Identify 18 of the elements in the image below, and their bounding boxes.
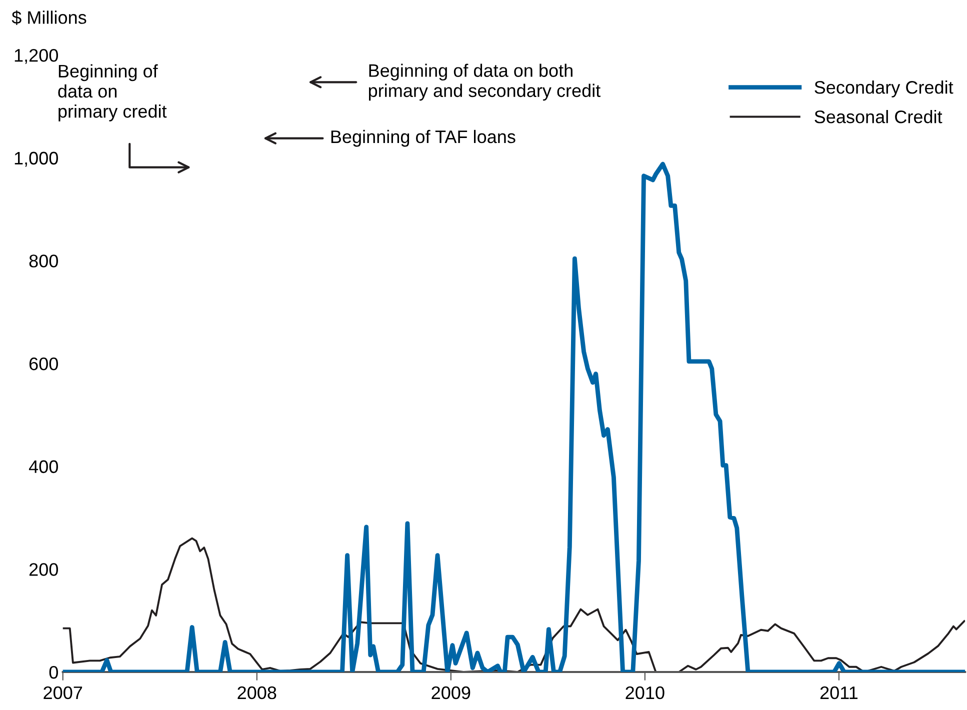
legend-label: Seasonal Credit [814,110,942,124]
y-tick-label: 400 [28,460,58,474]
y-axis-title: $ Millions [12,10,86,25]
y-tick-label: 800 [29,254,58,268]
y-tick-label: 1,200 [14,48,58,64]
y-tick-label: 200 [29,563,58,576]
y-tick-label: 1,000 [14,152,58,167]
y-tick-label: 0 [49,666,58,679]
legend-label: Secondary Credit [814,80,954,98]
annotation: Beginning of data on primary credit [58,64,167,122]
x-tick-label: 2007 [44,686,82,700]
annotation: Beginning of TAF loans [331,130,516,147]
annotation: Beginning of data on both primary and secondary credit [368,64,600,101]
x-tick-label: 2009 [432,686,470,700]
x-tick-label: 2008 [238,686,276,700]
x-tick-label: 2010 [626,686,664,700]
x-tick-label: 2011 [820,686,858,700]
y-tick-label: 600 [29,357,58,370]
